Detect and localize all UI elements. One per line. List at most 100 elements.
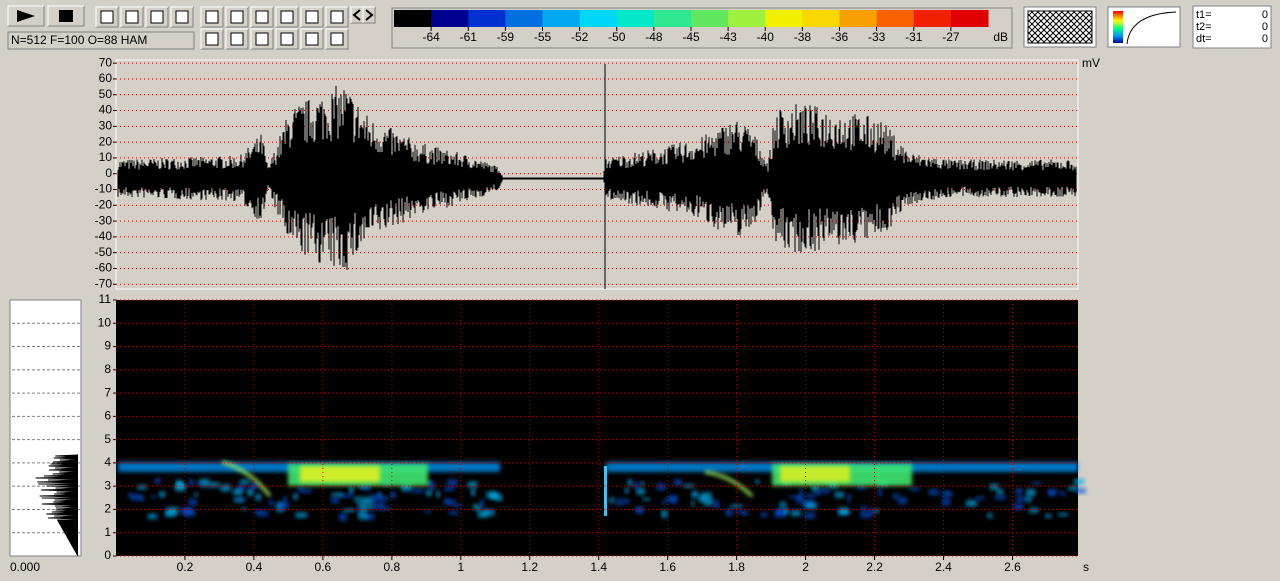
spectrogram-energy: [622, 498, 630, 504]
colorbar-label: -64: [422, 30, 440, 44]
button-icon: [175, 10, 189, 24]
spectrogram-energy: [796, 495, 804, 504]
button-icon: [205, 10, 219, 24]
spectrogram-energy: [302, 489, 312, 494]
y-tick-label: 30: [99, 119, 113, 133]
spectrogram-energy: [247, 488, 254, 496]
spectrogram-energy: [815, 490, 821, 496]
x-tick-label: 2.6: [1004, 560, 1021, 574]
spectrogram-energy: [928, 489, 940, 496]
spectrogram-energy: [362, 505, 374, 510]
spectrogram-energy: [805, 502, 817, 509]
spectrogram-energy: [691, 491, 699, 499]
spectrogram-energy: [1026, 488, 1036, 497]
spectrogram-energy: [642, 497, 650, 501]
onset-line: [604, 466, 607, 516]
spectrogram-energy: [942, 498, 951, 506]
spectrogram-energy: [193, 493, 199, 497]
spectrogram-energy: [424, 509, 431, 514]
spectrogram-energy: [700, 492, 712, 500]
spectrogram-energy: [877, 489, 883, 496]
spectrogram-energy: [428, 482, 436, 490]
spectrogram-energy: [486, 491, 496, 499]
spectrogram-energy: [338, 513, 348, 521]
y-tick-label: -20: [95, 197, 113, 211]
spectrogram-energy: [811, 485, 819, 492]
y-tick-label: -60: [95, 261, 113, 275]
spectrogram-energy: [435, 491, 441, 498]
readouts: t1= 0 t2= 0 dt= 0: [1196, 9, 1268, 45]
spectrogram-energy: [297, 486, 305, 493]
button-highlight: [275, 28, 298, 49]
button-highlight: [120, 6, 143, 27]
button-icon: [305, 10, 319, 24]
button-icon: [330, 10, 344, 24]
spectrogram-energy: [1058, 513, 1069, 517]
spectrogram-energy: [633, 481, 640, 490]
button-highlight: [200, 6, 223, 27]
y-tick-label: -70: [95, 276, 113, 290]
right-icon: [365, 9, 374, 21]
spectrogram-energy: [1048, 490, 1054, 496]
spectrogram-energy: [443, 498, 451, 505]
color-cell: [839, 10, 878, 27]
x-tick-label: 2.4: [935, 560, 952, 574]
y-tick-label: 5: [104, 432, 111, 446]
spectrogram-energy: [941, 490, 949, 498]
y-tick-label: 60: [99, 71, 113, 85]
spectrogram-energy: [137, 485, 147, 490]
button-highlight: [275, 6, 298, 27]
spectrogram-energy: [342, 508, 355, 512]
spectrogram-energy: [661, 510, 668, 518]
spectrogram-energy: [1012, 503, 1024, 510]
button-highlight: [250, 28, 273, 49]
spectrogram-energy: [636, 488, 645, 495]
y-tick-label: -40: [95, 229, 113, 243]
spectrogram-energy: [996, 488, 1004, 495]
spectrogram-energy: [425, 490, 433, 496]
spectrogram-energy: [673, 479, 683, 486]
spectrogram-energy: [480, 499, 485, 507]
spectrogram-energy: [188, 498, 197, 506]
spectrogram-energy: [147, 513, 158, 520]
button-icon: [255, 10, 269, 24]
button-icon: [255, 32, 269, 46]
color-cell: [616, 10, 655, 27]
x-unit: s: [1083, 560, 1089, 574]
color-cell: [653, 10, 692, 27]
y-tick-label: -30: [95, 213, 113, 227]
spectrogram-energy: [158, 491, 166, 498]
readout-label: t1=: [1196, 9, 1212, 21]
button-icon: [150, 10, 164, 24]
spectrogram-energy: [760, 512, 768, 517]
colorbar-label: -55: [534, 30, 552, 44]
spectrogram-energy: [199, 478, 210, 487]
rainbow-icon: [1113, 11, 1123, 43]
y-tick-label: 0: [104, 548, 111, 562]
colorbar-label: -45: [682, 30, 700, 44]
spectrogram-energy: [776, 508, 785, 515]
status-text: N=512 F=100 O=88 HAM: [11, 33, 147, 47]
button-highlight: [300, 28, 323, 49]
spectrogram-energy: [805, 493, 815, 498]
y-tick-label: 11: [99, 292, 112, 306]
color-cell: [950, 10, 989, 27]
spectrogram-energy: [239, 479, 250, 485]
readout-value: 0: [1262, 33, 1268, 45]
colorbar-label: -50: [608, 30, 626, 44]
y-tick-label: 40: [99, 103, 113, 117]
button-highlight: [325, 6, 348, 27]
button-icon: [100, 10, 114, 24]
stop-icon: [59, 10, 73, 22]
y-tick-label: 10: [99, 150, 113, 164]
spectrogram-energy: [946, 491, 954, 497]
y-tick-label: 50: [99, 87, 113, 101]
spectrogram-energy: [331, 492, 344, 497]
spectrogram-energy: [819, 488, 830, 494]
spectrogram-energy: [357, 512, 368, 520]
button-icon: [330, 32, 344, 46]
spectrogram-energy: [790, 510, 801, 517]
color-cell: [728, 10, 766, 27]
readout-panel: [1192, 5, 1272, 49]
spectrogram-energy: [804, 512, 816, 519]
